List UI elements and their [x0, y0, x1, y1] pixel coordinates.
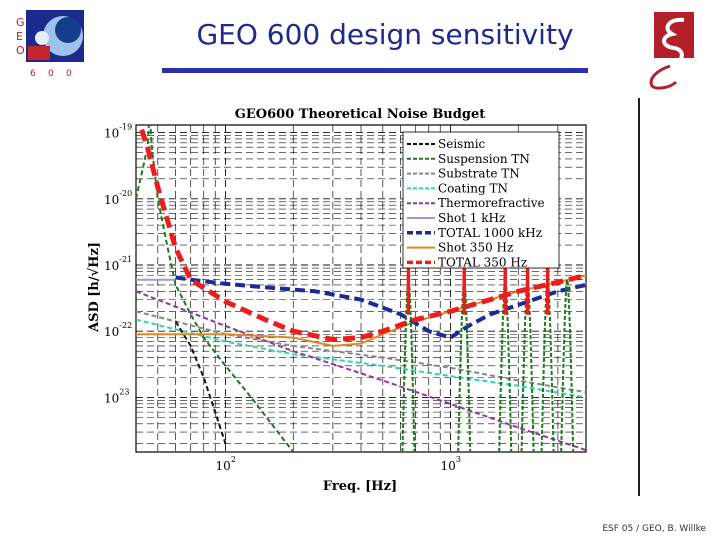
- legend-label: Coating TN: [438, 181, 508, 195]
- resonance-peak: [498, 278, 513, 452]
- y-tick-label: 10-20: [104, 189, 132, 207]
- legend-label: Seismic: [438, 137, 486, 151]
- series-line: [137, 125, 586, 342]
- resonance-peak: [540, 278, 555, 452]
- series-line: [175, 275, 586, 340]
- series-line: [174, 320, 227, 445]
- slide-title: GEO 600 design sensitivity: [196, 18, 574, 51]
- series-line: [136, 318, 586, 399]
- legend-label: Thermorefractive: [438, 196, 545, 210]
- logo-letter: 0: [66, 69, 72, 79]
- resonance-peak: [520, 278, 535, 452]
- series-line: [136, 125, 295, 452]
- geo600-logo: G E O 6 0 0: [8, 8, 100, 80]
- legend-box: [402, 131, 560, 269]
- x-axis-label: Freq. [Hz]: [323, 479, 397, 494]
- y-tick-label: 10-19: [104, 123, 132, 141]
- resonance-peak: [457, 278, 472, 452]
- logo-letter: 6: [30, 69, 36, 79]
- logo-letter: O: [16, 44, 25, 57]
- logo-letter: G: [16, 16, 25, 29]
- title-underline: [162, 68, 588, 73]
- legend-label: Shot 1 kHz: [438, 211, 505, 225]
- y-tick-label: 10-21: [104, 255, 132, 273]
- legend-label: Suspension TN: [438, 152, 530, 166]
- legend-label: Shot 350 Hz: [438, 241, 513, 255]
- legend-label: TOTAL 350 Hz: [438, 255, 527, 269]
- chart-title: GEO600 Theoretical Noise Budget: [235, 107, 485, 122]
- y-axis-label: ASD [h/√Hz]: [87, 242, 102, 333]
- vertical-divider: [638, 98, 640, 496]
- logo-letter: 0: [48, 69, 54, 79]
- x-tick-label: 102: [216, 455, 236, 473]
- institute-logo: [640, 10, 698, 91]
- x-tick-label: 103: [441, 455, 461, 473]
- y-tick-label: 1023: [104, 387, 129, 405]
- resonance-peak: [401, 278, 416, 452]
- logo-letter: E: [16, 30, 23, 43]
- y-tick-label: 10-22: [104, 321, 132, 339]
- legend-label: TOTAL 1000 kHz: [438, 226, 542, 240]
- slide-footer: ESF 05 / GEO, B. Willke: [602, 524, 706, 534]
- legend-label: Substrate TN: [438, 167, 520, 181]
- resonance-peak: [560, 278, 575, 452]
